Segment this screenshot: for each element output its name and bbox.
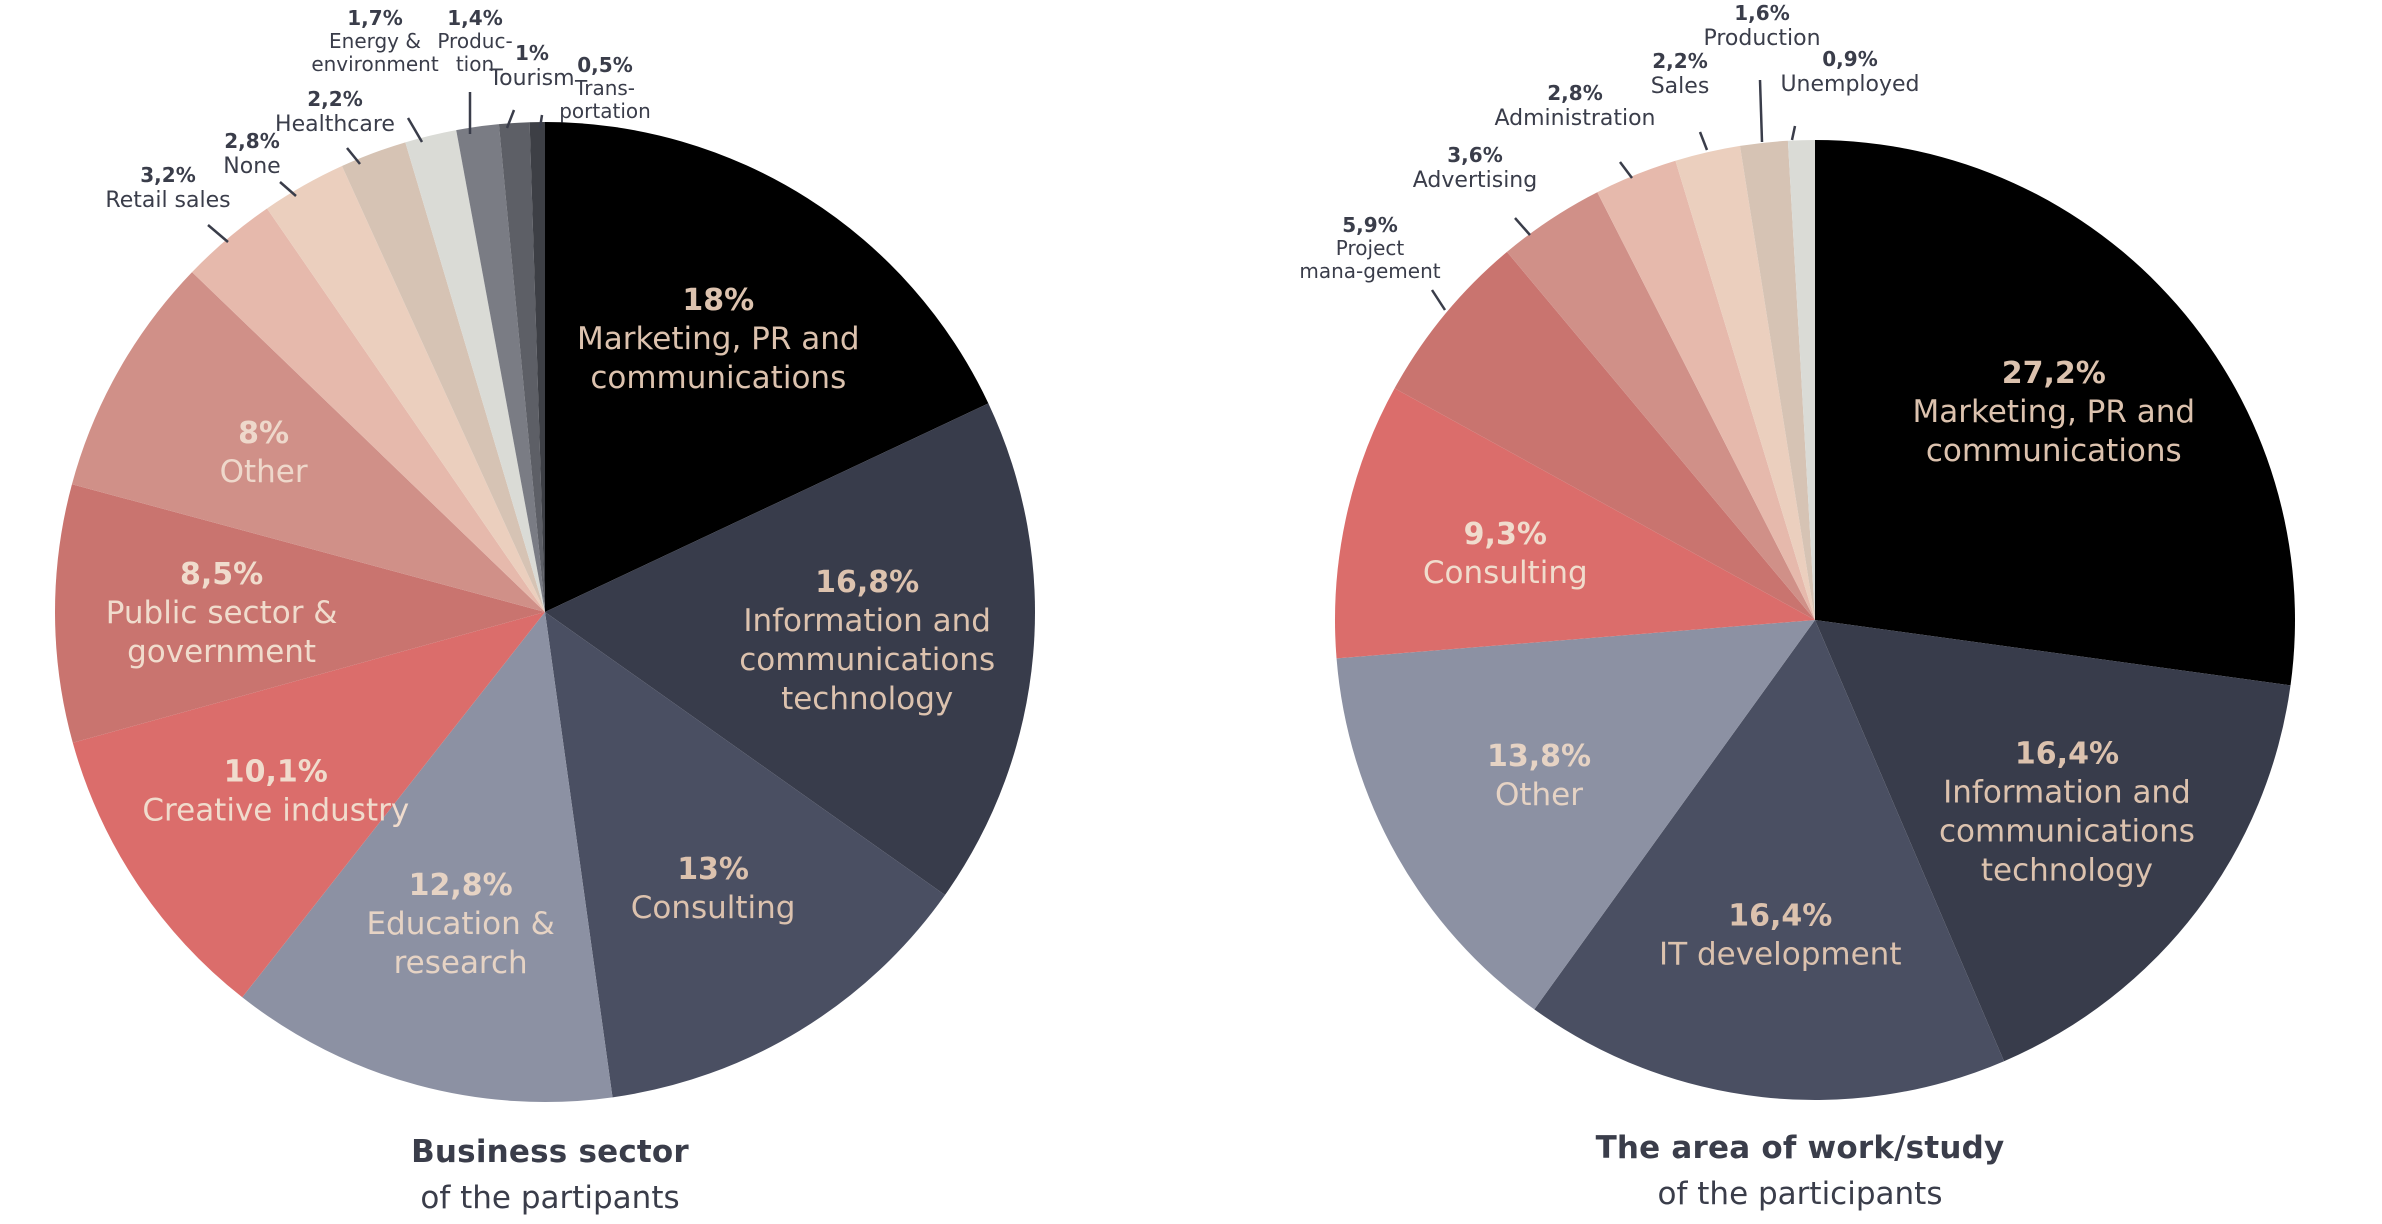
chart-1-subtitle: of the partipants xyxy=(420,1180,680,1216)
slice-label-1-9: 2,8% None xyxy=(223,129,280,179)
pie-slice-1-5 xyxy=(72,612,545,998)
leader-line-2-7 xyxy=(1514,217,1531,236)
pie-slice-1-1 xyxy=(545,122,989,612)
chart-1-title: Business sector xyxy=(411,1134,689,1170)
pie-slice-1-13 xyxy=(498,122,545,613)
slice-label-2-5: 9,3% Consulting xyxy=(1423,517,1588,591)
leader-line-2-8 xyxy=(1619,161,1633,179)
slice-label-2-8: 2,8% Administration xyxy=(1495,81,1656,131)
leader-line-1-14 xyxy=(538,114,544,129)
slice-label-1-13: 1% Tourism xyxy=(488,41,574,91)
pie-slice-1-14 xyxy=(529,121,545,612)
slice-label-2-1: 27,2% Marketing, PR and communications xyxy=(1912,356,2195,469)
slice-label-2-10: 1,6% Production xyxy=(1703,1,1820,51)
slice-label-1-7: 8% Other xyxy=(220,416,308,490)
pie-slice-2-8 xyxy=(1597,160,1815,621)
leader-line-2-10 xyxy=(1758,79,1764,143)
slice-label-1-12: 1,4% Produc-tion xyxy=(437,6,512,76)
pie-chart-1: 18% Marketing, PR and communications 16,8% I… xyxy=(55,6,1036,1103)
slice-label-2-9: 2,2% Sales xyxy=(1651,49,1710,99)
pie-slice-1-3 xyxy=(545,612,946,1098)
pie-slice-1-6 xyxy=(55,484,546,743)
pie-slice-2-7 xyxy=(1506,192,1815,620)
slice-label-1-3: 13% Consulting xyxy=(631,852,796,926)
leader-line-2-6 xyxy=(1430,289,1447,311)
pie-slice-2-3 xyxy=(1534,620,2005,1101)
pie-slice-2-4 xyxy=(1336,620,1815,1010)
chart-1-caption: Business sector of the partipants xyxy=(240,1134,860,1216)
leader-line-1-10 xyxy=(346,147,361,165)
slice-label-1-5: 10,1% Creative industry xyxy=(142,755,409,829)
pie-slice-1-12 xyxy=(456,124,545,613)
leader-line-1-13 xyxy=(505,109,516,129)
slice-label-2-2: 16,4% Information and communications techno… xyxy=(1939,737,2195,889)
pie-slice-2-5 xyxy=(1335,388,1815,659)
slice-label-1-6: 8,5% Public sector & government xyxy=(106,557,338,670)
leader-line-1-11 xyxy=(406,117,424,143)
leader-line-2-9 xyxy=(1698,131,1709,151)
pie-slice-2-6 xyxy=(1394,251,1815,620)
slice-label-1-2: 16,8% Information and communications techno… xyxy=(739,565,995,717)
slice-label-2-11: 0,9% Unemployed xyxy=(1780,47,1919,97)
slice-label-1-1: 18% Marketing, PR and communications xyxy=(577,283,860,396)
pie-slice-1-4 xyxy=(242,612,613,1103)
pie-slice-1-2 xyxy=(545,403,1036,896)
pie-slice-2-11 xyxy=(1787,140,1815,620)
chart-2-subtitle: of the participants xyxy=(1657,1176,1943,1212)
chart-2-caption: The area of work/study of the participan… xyxy=(1470,1130,2130,1212)
pie-slice-1-11 xyxy=(405,130,545,613)
pie-slice-1-10 xyxy=(341,142,545,612)
pie-slice-1-9 xyxy=(267,166,545,613)
pie-slice-2-10 xyxy=(1739,140,1815,620)
slice-label-1-10: 2,2% Healthcare xyxy=(275,87,395,137)
leader-line-1-8 xyxy=(207,224,229,243)
slice-label-1-4: 12,8% Education & research xyxy=(366,868,554,981)
chart-2-title: The area of work/study xyxy=(1595,1130,2005,1166)
slice-label-2-3: 16,4% IT development xyxy=(1659,898,1901,972)
slice-label-2-4: 13,8% Other xyxy=(1487,739,1591,813)
pie-slice-2-1 xyxy=(1815,140,2295,686)
leader-line-2-11 xyxy=(1790,125,1797,141)
leader-line-1-9 xyxy=(279,181,297,197)
pie-slice-2-2 xyxy=(1815,620,2291,1062)
slice-label-1-11: 1,7% Energy & environment xyxy=(311,6,439,76)
slice-label-1-8: 3,2% Retail sales xyxy=(105,163,230,213)
pie-slice-2-9 xyxy=(1675,145,1815,620)
slice-label-2-7: 3,6% Advertising xyxy=(1413,143,1537,193)
slice-label-2-6: 5,9% Project mana-gement xyxy=(1299,213,1440,283)
pie-slice-1-7 xyxy=(71,272,546,612)
slice-label-1-14: 0,5% Trans-portation xyxy=(559,53,651,123)
pie-chart-2: 27,2% Marketing, PR and communications 16,4… xyxy=(1299,1,2295,1101)
pie-slice-1-8 xyxy=(192,208,546,612)
